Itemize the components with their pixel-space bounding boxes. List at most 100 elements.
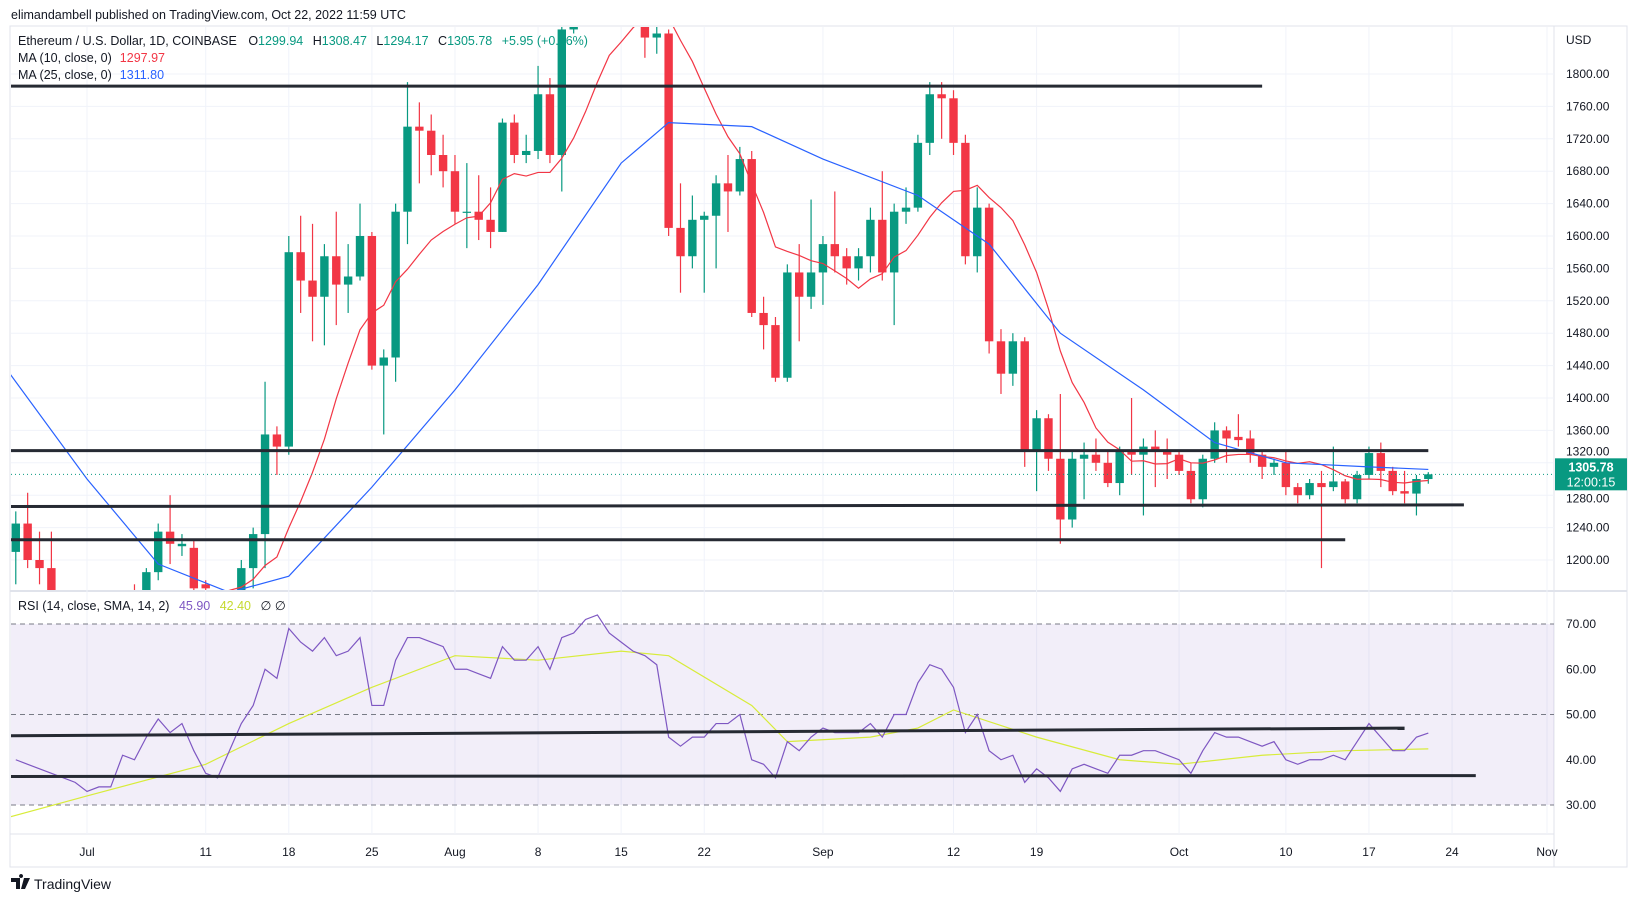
candle	[284, 236, 293, 455]
tradingview-logo: TradingView	[11, 874, 112, 892]
candle	[1174, 450, 1184, 475]
candle-body	[1008, 341, 1018, 374]
candle	[854, 248, 863, 281]
ma10-label: MA (10, close, 0)	[18, 51, 112, 65]
rsi-tick-label: 50.00	[1566, 708, 1596, 722]
candle-body	[47, 568, 56, 590]
candle-body	[415, 126, 424, 131]
candle-body	[1352, 474, 1362, 500]
ma25-value: 1311.80	[120, 68, 164, 82]
candle-body	[925, 94, 934, 143]
time-tick-label: 11	[199, 845, 212, 859]
candle	[1020, 337, 1029, 467]
candle-body	[747, 159, 756, 313]
rsi-extra: ∅ ∅	[260, 599, 285, 613]
candle-body	[996, 341, 1006, 374]
candle-body	[1341, 481, 1350, 500]
candle-body	[1376, 453, 1386, 471]
candle	[996, 329, 1006, 394]
candle-body	[889, 211, 899, 273]
candle-body	[984, 207, 994, 342]
price-tick-label: 1240.00	[1566, 521, 1610, 535]
price-tick-label: 1360.00	[1566, 423, 1610, 437]
candle	[533, 65, 543, 160]
candle-body	[664, 33, 673, 228]
legend-symbol: Ethereum / U.S. Dollar, 1D, COINBASE	[18, 34, 237, 48]
time-tick-label: 15	[614, 845, 628, 859]
candle-body	[1269, 462, 1279, 467]
candle-body	[1210, 430, 1219, 459]
legend-low: 1294.17	[383, 34, 428, 48]
candle-body	[379, 357, 388, 366]
candle-body	[1068, 458, 1077, 520]
candle-body	[427, 130, 436, 155]
candle-body	[391, 211, 400, 358]
candle-body	[830, 244, 840, 257]
candle-body	[1388, 470, 1397, 492]
candle-body	[1020, 341, 1029, 451]
legend-change: +5.95 (+0.46%)	[502, 34, 588, 48]
price-tick-label: 1720.00	[1566, 132, 1610, 146]
candle	[949, 90, 958, 155]
rsi-value: 45.90	[179, 599, 210, 613]
candle-body	[1079, 454, 1089, 459]
candle-body	[806, 272, 816, 297]
candle	[1056, 393, 1065, 544]
candle	[711, 175, 721, 269]
candle	[664, 29, 673, 236]
candle-body	[652, 33, 661, 38]
candle	[1424, 472, 1433, 484]
candle-body	[1115, 450, 1124, 484]
candle	[1186, 462, 1196, 504]
candle-body	[1032, 418, 1041, 451]
candle-body	[438, 155, 448, 172]
candle-body	[355, 236, 365, 277]
candle-body	[189, 547, 199, 589]
candle	[1115, 446, 1124, 496]
legend-close: 1305.78	[447, 34, 492, 48]
tradingview-logo-icon	[11, 874, 30, 889]
candle-body	[201, 584, 210, 589]
candle	[474, 175, 483, 241]
candle	[545, 78, 555, 164]
time-tick-label: Jul	[79, 845, 94, 859]
time-tick-label: 19	[1030, 845, 1044, 859]
candle	[783, 264, 792, 382]
main-legend: Ethereum / U.S. Dollar, 1D, COINBASE O12…	[18, 34, 588, 82]
candle	[973, 187, 982, 273]
candle-body	[1257, 454, 1267, 467]
candle-body	[343, 276, 353, 285]
svg-text:MA (10, close, 0)1297.97: MA (10, close, 0) 1297.97	[18, 51, 165, 65]
candle-body	[296, 252, 305, 281]
price-tick-label: 1480.00	[1566, 326, 1610, 340]
candle	[913, 134, 923, 212]
candle-body	[498, 122, 507, 232]
publish-line: elimandambell published on TradingView.c…	[11, 8, 406, 22]
price-tick-label: 1640.00	[1566, 197, 1610, 211]
time-tick-label: 10	[1279, 845, 1293, 859]
rsi-band	[11, 623, 1554, 806]
candle-body	[1056, 458, 1065, 520]
candle-body	[937, 94, 946, 99]
candle	[47, 531, 56, 590]
candle-body	[462, 211, 472, 213]
candle-body	[1400, 491, 1409, 494]
time-tick-label: 17	[1362, 845, 1376, 859]
candle	[450, 155, 460, 224]
candle	[355, 203, 365, 281]
candle	[248, 527, 258, 589]
candle-body	[1186, 470, 1196, 500]
candle	[1400, 470, 1409, 504]
candle-body	[308, 280, 317, 297]
candle-body	[545, 94, 555, 155]
candle-body	[688, 219, 697, 257]
time-tick-label: Nov	[1536, 845, 1557, 859]
candle-body	[23, 523, 32, 560]
candle	[154, 523, 163, 581]
candle	[723, 155, 733, 232]
price-tick-label: 1760.00	[1566, 99, 1610, 113]
candle-body	[700, 215, 709, 220]
candle	[1269, 458, 1279, 475]
candle-body	[272, 434, 282, 447]
